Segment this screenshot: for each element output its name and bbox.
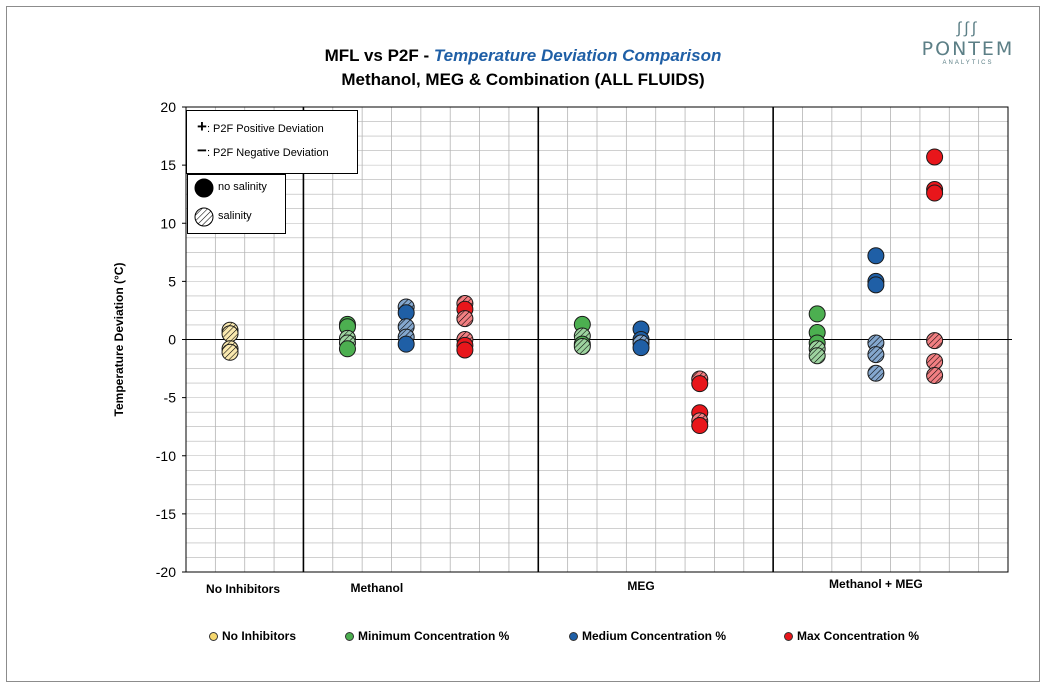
data-point-salinity [926,367,944,385]
plus-symbol: + [197,117,207,136]
data-point-salinity [808,347,826,365]
salinity-label: salinity [218,210,252,222]
data-point [456,341,474,359]
no-salinity-label: no salinity [218,181,267,193]
salinity-marker [194,207,214,227]
legend-minimum: Minimum Concentration % [345,629,509,643]
legend-dot-no-inhibitors [209,632,218,642]
point-layer [221,148,944,435]
legend-label-no-inhibitors: No Inhibitors [222,629,296,643]
y-tick-label: 0 [168,332,176,348]
data-point [338,340,356,358]
minus-symbol: − [197,141,207,160]
y-tick-label: -5 [164,390,177,406]
axis-layer: 20 15 10 5 0 -5 -10 -15 -20 Temperature Deviation… [112,99,1012,596]
data-point [926,184,944,202]
y-tick-label: -20 [156,564,176,580]
data-point-salinity [221,343,239,361]
y-tick-label: 10 [160,215,176,231]
deviation-key: +: P2F Positive Deviation −: P2F Negativ… [186,110,358,174]
y-tick-label: 20 [160,99,176,115]
data-point-salinity [573,337,591,355]
category-label: MEG [627,579,654,593]
y-tick-label: 15 [160,157,176,173]
data-point [691,417,709,435]
legend-dot-medium [569,632,578,642]
legend-label-minimum: Minimum Concentration % [358,629,510,643]
legend-label-medium: Medium Concentration % [582,629,727,643]
data-point-salinity [926,332,944,350]
category-label: No Inhibitors [206,582,280,596]
chart-subtitle: Methanol, MEG & Combination (ALL FLUIDS) [341,70,705,89]
positive-deviation-label: : P2F Positive Deviation [206,123,324,135]
logo-word: PONTEM [921,38,1015,60]
title-emphasis: Temperature Deviation Comparison [433,46,722,65]
data-point [632,339,650,357]
legend-label-max: Max Concentration % [797,629,920,643]
y-axis-label: Temperature Deviation (°C) [112,263,126,417]
data-point [867,276,885,294]
y-tick-label: 5 [168,273,176,289]
no-salinity-marker [194,178,214,198]
legend-max: Max Concentration % [784,629,919,643]
title-prefix: MFL vs P2F - [324,46,434,65]
negative-deviation-key: −: P2F Negative Deviation [197,141,329,161]
logo-subtitle: ANALYTICS [942,60,994,66]
data-point-salinity [221,325,239,343]
chart-frame [6,6,1040,682]
legend-dot-minimum [345,632,354,642]
data-point [926,148,944,166]
salinity-key: no salinity salinity [187,174,286,234]
legend-medium: Medium Concentration % [569,629,726,643]
category-label: Methanol + MEG [829,577,923,591]
legend-dot-max [784,632,793,642]
data-point [808,305,826,323]
data-point-salinity [456,310,474,328]
legend-no-inhibitors: No Inhibitors [209,629,296,643]
pontem-logo: ∫∫∫ PONTEM ANALYTICS [918,20,1018,66]
y-tick-label: -15 [156,506,176,522]
salinity-key-markers [194,178,214,227]
data-point [867,247,885,265]
chart-title: MFL vs P2F - Temperature Deviation Compa… [0,46,1046,66]
data-point [397,335,415,353]
data-point-salinity [867,364,885,382]
data-point [691,375,709,393]
category-label: Methanol [350,581,403,595]
logo-glyph: ∫∫∫ [956,20,980,37]
negative-deviation-label: : P2F Negative Deviation [206,147,329,159]
positive-deviation-key: +: P2F Positive Deviation [197,117,324,137]
data-point-salinity [867,346,885,364]
y-tick-label: -10 [156,448,176,464]
